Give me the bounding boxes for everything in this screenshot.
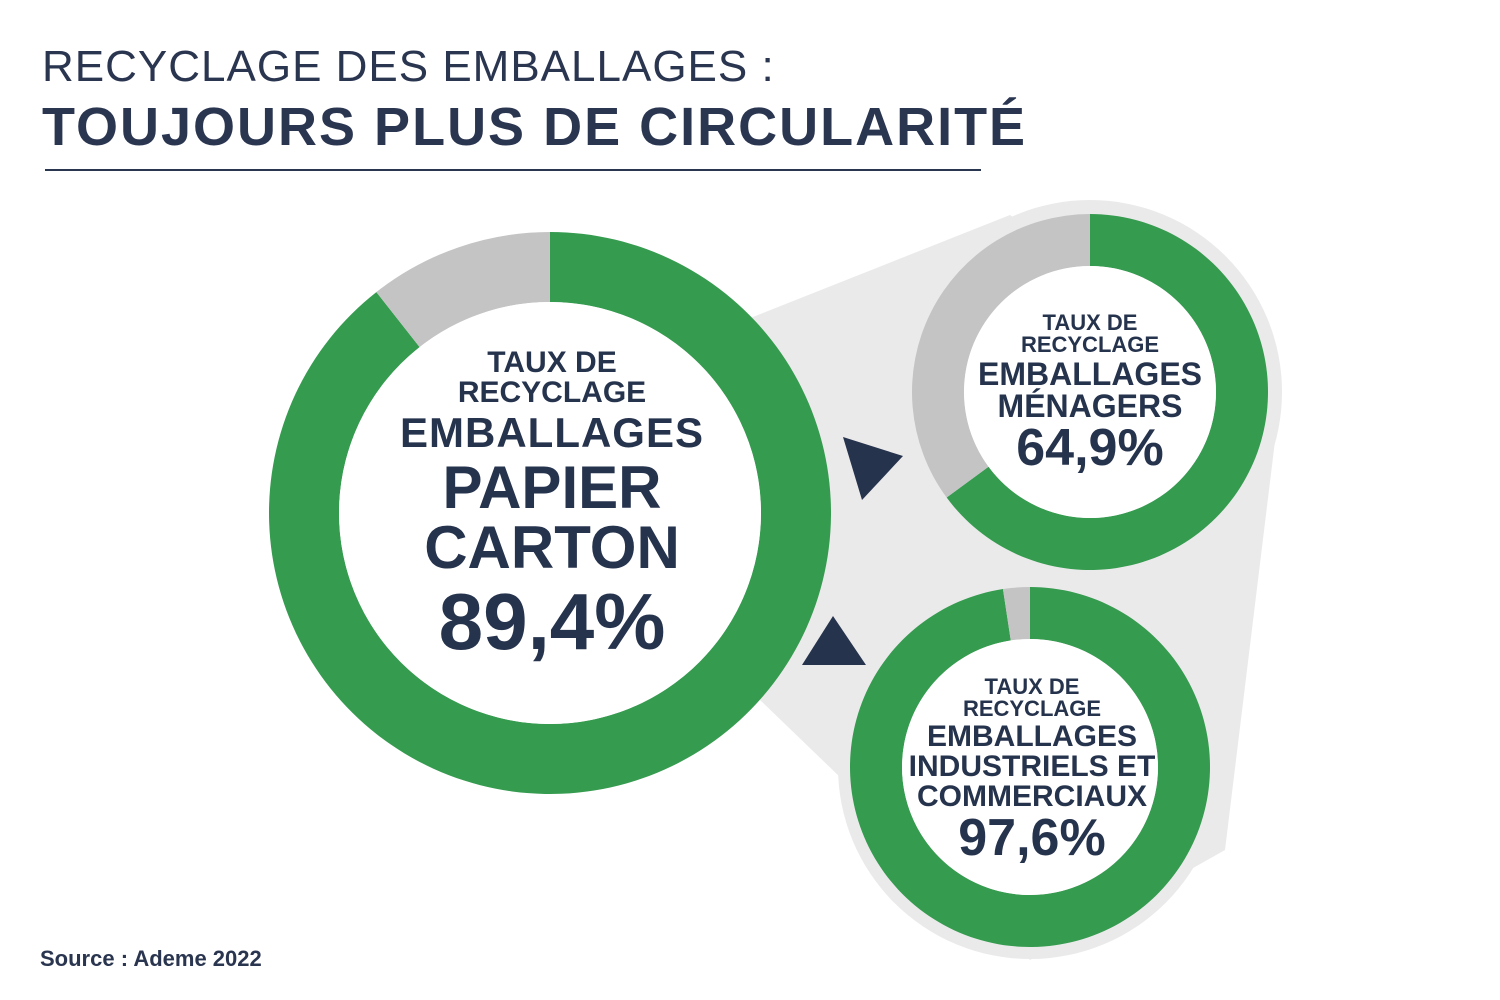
label-line: EMBALLAGES	[927, 720, 1137, 753]
title-line-1: RECYCLAGE DES EMBALLAGES :	[42, 42, 775, 91]
label-line: CARTON	[424, 514, 680, 581]
arrow-up-icon	[802, 616, 866, 665]
value-label: 89,4%	[438, 577, 666, 666]
label-line: INDUSTRIELS ET	[908, 750, 1156, 783]
donut-segment-remaining-industriels-commerciaux	[1002, 587, 1030, 641]
title-divider	[45, 169, 981, 171]
value-label: 64,9%	[1016, 419, 1164, 477]
donut-segment-remaining-menagers	[912, 214, 1090, 498]
label-menagers: TAUX DE RECYCLAGE EMBALLAGES MÉNAGERS 64…	[978, 310, 1202, 477]
label-line: EMBALLAGES	[400, 409, 704, 456]
label-line: TAUX DE	[984, 674, 1080, 699]
label-line: EMBALLAGES	[978, 356, 1202, 392]
label-line: RECYCLAGE	[1020, 332, 1160, 357]
donut-hole-papier-carton	[339, 302, 761, 724]
label-papier-carton: TAUX DE RECYCLAGE EMBALLAGES PAPIER CART…	[400, 348, 704, 662]
label-line: TAUX DE	[487, 346, 617, 379]
label-line: PAPIER	[442, 454, 662, 521]
donut-hole-industriels-commerciaux	[902, 639, 1158, 895]
value-label: 97,6%	[958, 809, 1106, 867]
donut-hole-menagers	[964, 266, 1216, 518]
source-note: Source : Ademe 2022	[40, 946, 262, 971]
label-line: TAUX DE	[1042, 310, 1138, 335]
label-line: MÉNAGERS	[997, 388, 1183, 424]
donut-segment-remaining-papier-carton	[376, 232, 550, 348]
label-line: COMMERCIAUX	[917, 780, 1147, 813]
donut-segment-recycled-menagers	[946, 214, 1268, 570]
label-industriels: TAUX DE RECYCLAGE EMBALLAGES INDUSTRIELS…	[908, 674, 1156, 867]
label-line: RECYCLAGE	[962, 696, 1102, 721]
title-line-2: TOUJOURS PLUS DE CIRCULARITÉ	[42, 97, 1028, 157]
label-line: RECYCLAGE	[457, 376, 647, 409]
arrow-right-icon	[843, 437, 903, 500]
